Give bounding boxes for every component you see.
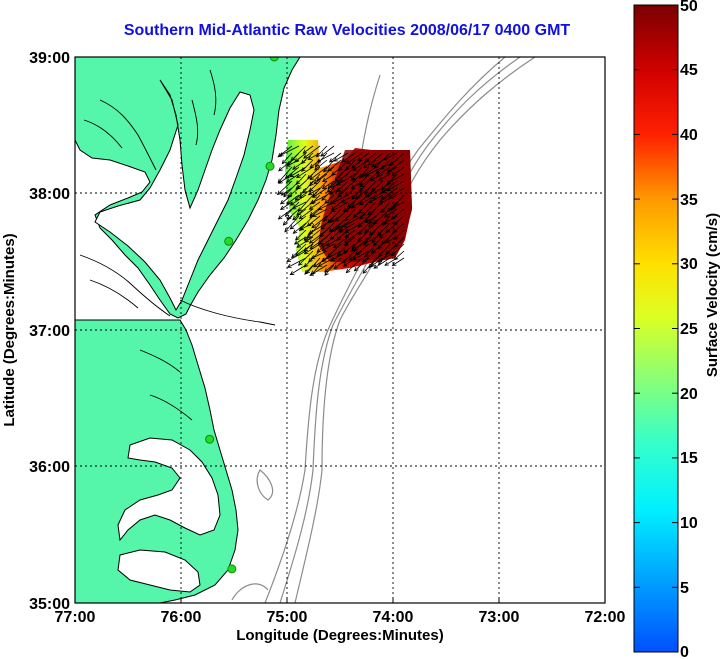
radar-station-marker <box>224 236 234 246</box>
colorbar <box>633 4 679 653</box>
colorbar-tick-label: 15 <box>680 450 698 467</box>
radar-station-marker <box>205 434 215 444</box>
colorbar-label: Surface Velocity (cm/s) <box>704 213 721 377</box>
plot-frame <box>74 56 606 604</box>
colorbar-tick-label: 35 <box>680 192 698 209</box>
colorbar-tick-label: 30 <box>680 256 698 273</box>
y-axis-label: Latitude (Degrees:Minutes) <box>1 233 18 426</box>
y-tick-label: 38:00 <box>29 186 70 203</box>
x-axis-label: Longitude (Degrees:Minutes) <box>236 627 444 644</box>
x-tick-label: 75:00 <box>267 609 308 626</box>
x-tick-label: 74:00 <box>373 609 414 626</box>
colorbar-tick-label: 50 <box>680 0 698 15</box>
colorbar-tick-label: 10 <box>680 515 698 532</box>
colorbar-tick-labels: 50 45 40 35 30 25 20 15 10 5 0 <box>680 0 698 659</box>
y-tick-label: 35:00 <box>29 596 70 613</box>
y-tick-label: 36:00 <box>29 459 70 476</box>
colorbar-tick-label: 0 <box>680 644 689 659</box>
map-title: Southern Mid-Atlantic Raw Velocities 200… <box>123 22 571 39</box>
radar-station-marker <box>265 161 275 171</box>
colorbar-tick-label: 40 <box>680 127 698 144</box>
radar-station-marker <box>269 57 279 62</box>
coastline-detail <box>79 69 276 421</box>
x-tick-label: 76:00 <box>161 609 202 626</box>
colorbar-tick-label: 5 <box>680 580 689 597</box>
velocity-vectors <box>276 145 405 276</box>
land-region <box>75 57 301 603</box>
colorbar-tick-label: 45 <box>680 62 698 79</box>
y-tick-label: 37:00 <box>29 323 70 340</box>
x-tick-labels: 77:00 76:00 75:00 74:00 73:00 72:00 <box>55 609 626 626</box>
radar-station-marker <box>227 564 237 574</box>
colorbar-tick-label: 20 <box>680 386 698 403</box>
x-tick-label: 77:00 <box>55 609 96 626</box>
colorbar-tick-label: 25 <box>680 321 698 338</box>
x-tick-label: 73:00 <box>479 609 520 626</box>
y-tick-labels: 39:00 38:00 37:00 36:00 35:00 <box>29 50 70 613</box>
y-tick-label: 39:00 <box>29 50 70 67</box>
grid <box>75 57 605 603</box>
x-tick-label: 72:00 <box>585 609 626 626</box>
radar-stations <box>205 57 279 574</box>
